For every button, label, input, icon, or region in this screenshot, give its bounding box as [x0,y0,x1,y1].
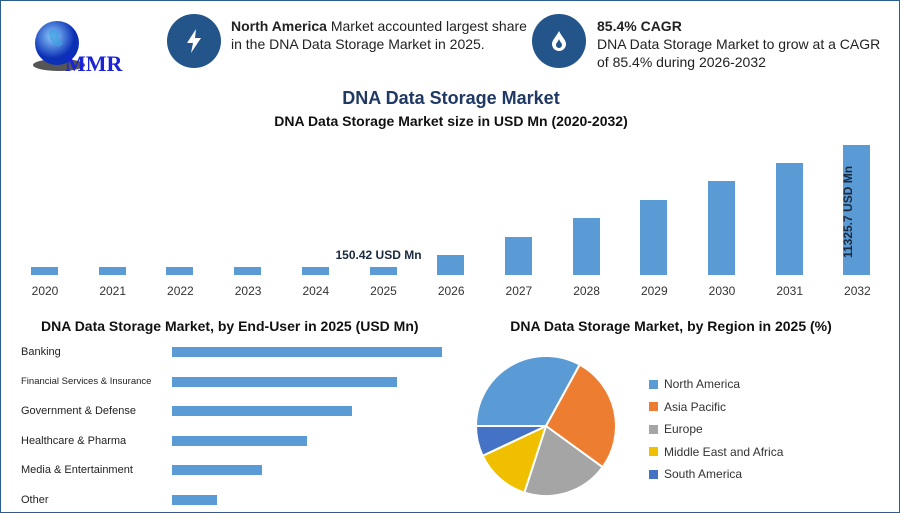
hbar-government-defense [172,406,352,416]
bar-2030 [708,181,735,275]
pie-slice-south-america [474,425,547,458]
legend-label: Asia Pacific [664,399,727,414]
category-label: Other [21,493,49,506]
legend-label: Middle East and Africa [664,444,784,459]
x-tick-label: 2028 [573,284,600,298]
bar-2028 [572,218,600,275]
pie-slice-asia-pacific [544,363,617,469]
bar-2022 [166,266,194,275]
x-tick-label: 2030 [708,284,736,298]
growth-drop-icon [532,14,586,68]
x-tick-label: 2021 [99,284,127,298]
x-tick-label: 2022 [167,284,194,298]
market-size-bar-chart: 2020 2021 2022 2023 2024 2025 150.42 USD Mn 202… [1,131,899,301]
end-user-bar-chart: Banking Financial Services & Insurance Gov… [1,336,461,512]
data-label: 150.42 USD Mn [335,247,422,262]
legend-item: Europe [649,418,783,441]
bar-2032 [843,145,871,275]
x-tick-label: 2025 [370,284,397,298]
x-tick-label: 2029 [640,284,668,298]
x-tick-label: 2020 [31,284,59,298]
bar-2024 [301,266,329,275]
svg-text:MMR: MMR [65,51,124,76]
pie-slice-middle-east-and-africa [481,424,548,494]
bar-chart-title: DNA Data Storage Market size in USD Mn (… [274,113,628,129]
legend-swatch [649,447,658,457]
hbar-other [172,494,217,505]
bar-2026 [437,255,465,275]
hbar-financial-services-insurance [172,376,397,387]
bar-2020 [31,266,58,275]
legend-item: North America [649,373,783,396]
region-legend: North America Asia Pacific Europe Middle Ea… [649,373,783,486]
data-label: 11325.7 USD Mn [841,165,856,259]
x-tick-label: 2027 [505,284,533,298]
legend-swatch [649,402,658,412]
legend-swatch [649,379,658,389]
lightning-icon [167,14,221,68]
x-tick-label: 2024 [302,284,330,298]
x-tick-label: 2032 [844,284,871,298]
x-tick-label: 2023 [234,284,262,298]
hbar-media-entertainment [172,465,262,475]
region-chart-title: DNA Data Storage Market, by Region in 20… [510,318,832,334]
end-user-chart-title: DNA Data Storage Market, by End-User in … [41,318,419,334]
info-north-america: North America Market accounted largest s… [231,18,527,52]
category-label: Media & Entertainment [21,464,133,476]
legend-item: South America [649,463,783,486]
info-cagr: 85.4% CAGR DNA Data Storage Market to gro… [597,18,881,70]
x-tick-label: 2026 [437,284,465,298]
legend-item: Middle East and Africa [649,441,783,464]
category-label: Government & Defense [21,405,136,417]
hbar-banking [172,347,442,357]
region-pie-chart [474,355,617,497]
pie-slice-europe [523,424,605,497]
legend-swatch [649,424,658,434]
legend-label: Europe [664,422,703,437]
bar-2023 [234,266,262,275]
bar-2021 [98,266,126,275]
legend-label: South America [664,467,743,482]
bar-2031 [775,162,803,275]
main-title: DNA Data Storage Market [342,88,560,108]
legend-item: Asia Pacific [649,396,783,419]
legend-swatch [649,469,658,479]
bar-2027 [504,237,532,275]
pie-slice-north-america [474,355,582,427]
mmr-logo: MMR [19,13,139,78]
category-label: Financial Services & Insurance [21,375,152,387]
legend-label: North America [664,377,741,392]
bar-2025 [369,266,397,275]
hbar-healthcare-pharma [172,435,307,446]
category-label: Banking [21,346,61,358]
category-label: Healthcare & Pharma [21,434,127,447]
x-tick-label: 2031 [776,284,804,298]
bar-2029 [640,200,668,275]
